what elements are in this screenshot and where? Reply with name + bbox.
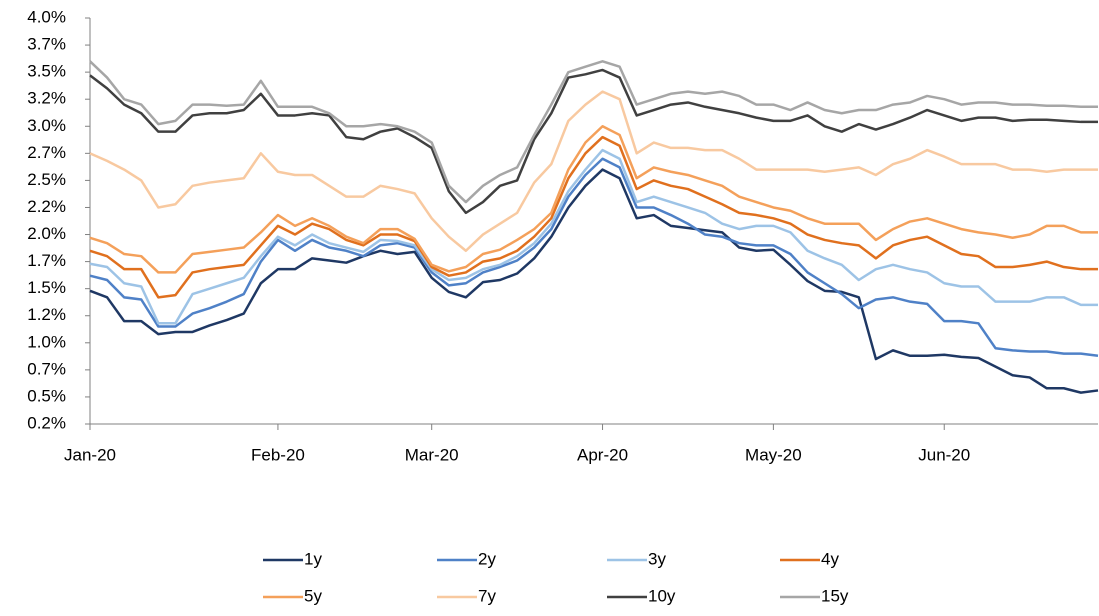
x-tick-label: Jun-20 — [918, 445, 970, 464]
legend-label: 10y — [648, 586, 676, 605]
y-tick-label: 2.7% — [27, 143, 66, 162]
y-tick-label: 1.5% — [27, 278, 66, 297]
legend-label: 5y — [304, 586, 322, 605]
y-tick-label: 0.7% — [27, 359, 66, 378]
legend-label: 3y — [648, 549, 666, 568]
series-line — [89, 148, 1098, 325]
x-tick-label: May-20 — [745, 445, 802, 464]
x-tick-label: Apr-20 — [577, 445, 628, 464]
y-tick-label: 2.0% — [27, 224, 66, 243]
y-tick-label: 3.0% — [27, 116, 66, 135]
series-line — [89, 60, 1098, 204]
y-tick-label: 2.5% — [27, 170, 66, 189]
series-line — [89, 135, 1098, 299]
series-line — [89, 68, 1098, 215]
x-tick-label: Mar-20 — [405, 445, 459, 464]
y-tick-label: 3.5% — [27, 62, 66, 81]
y-tick-label: 3.2% — [27, 89, 66, 108]
series-line — [89, 90, 1098, 253]
y-tick-label: 4.0% — [27, 7, 66, 26]
x-tick-label: Feb-20 — [251, 445, 305, 464]
legend-label: 4y — [821, 549, 839, 568]
y-tick-label: 2.2% — [27, 197, 66, 216]
legend-label: 7y — [478, 586, 496, 605]
y-tick-label: 1.0% — [27, 332, 66, 351]
y-tick-label: 1.2% — [27, 305, 66, 324]
y-tick-label: 0.2% — [27, 413, 66, 432]
series-line — [89, 125, 1098, 274]
legend-label: 2y — [478, 549, 496, 568]
series-line — [89, 168, 1099, 394]
legend-label: 1y — [304, 549, 322, 568]
y-tick-label: 0.5% — [27, 386, 66, 405]
y-tick-label: 1.7% — [27, 251, 66, 270]
x-tick-label: Jan-20 — [64, 445, 116, 464]
y-tick-label: 3.7% — [27, 35, 66, 54]
legend-label: 15y — [821, 586, 849, 605]
series-line — [89, 157, 1099, 358]
